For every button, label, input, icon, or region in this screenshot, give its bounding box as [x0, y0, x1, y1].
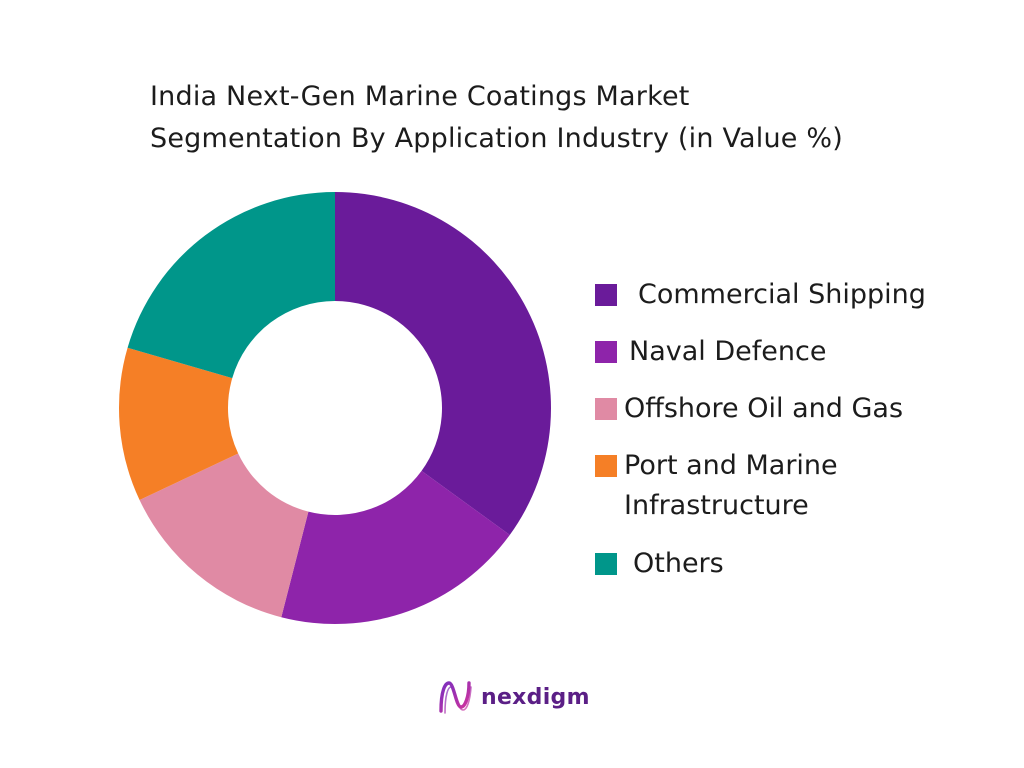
- donut-slice-others: [127, 192, 335, 379]
- donut-slice-naval-defence: [281, 470, 510, 624]
- legend-swatch-naval-defence: [595, 341, 617, 363]
- donut-slice-commercial-shipping: [335, 192, 551, 535]
- legend-item-port-and-marine-infrastructure: Port and Marine Infrastructure: [595, 446, 838, 526]
- legend-swatch-commercial-shipping: [595, 284, 617, 306]
- brand-footer: nexdigm: [437, 677, 590, 717]
- legend-swatch-port-and-marine-infrastructure: [595, 455, 617, 477]
- legend-label-others: Others: [633, 544, 724, 584]
- legend-item-offshore-oil-and-gas: Offshore Oil and Gas: [595, 389, 903, 429]
- legend-label-line: Commercial Shipping: [638, 279, 926, 310]
- legend-label-port-and-marine-infrastructure: Port and Marine Infrastructure: [624, 446, 838, 526]
- chart-title-line-2: Segmentation By Application Industry (in…: [150, 123, 843, 154]
- donut-slice-port-and-marine-infrastructure: [119, 347, 239, 500]
- legend-item-others: Others: [595, 544, 724, 584]
- legend-label-line: Infrastructure: [624, 490, 809, 521]
- donut-slices: [119, 192, 551, 624]
- legend-item-naval-defence: Naval Defence: [595, 332, 826, 372]
- legend-label-commercial-shipping: Commercial Shipping: [638, 275, 926, 315]
- chart-title: India Next-Gen Marine Coatings Market Se…: [150, 76, 950, 160]
- legend-item-commercial-shipping: Commercial Shipping: [595, 275, 926, 315]
- legend-label-line: Offshore Oil and Gas: [624, 393, 904, 424]
- legend-label-line: Others: [633, 548, 724, 579]
- legend-label-naval-defence: Naval Defence: [629, 332, 826, 372]
- legend-label-offshore-oil-and-gas: Offshore Oil and Gas: [624, 389, 903, 429]
- legend-swatch-offshore-oil-and-gas: [595, 398, 617, 420]
- chart-title-line-1: India Next-Gen Marine Coatings Market: [150, 81, 690, 112]
- brand-name: nexdigm: [481, 684, 590, 710]
- legend-label-line: Port and Marine: [624, 450, 838, 481]
- nexdigm-logo-icon: [439, 681, 472, 714]
- legend-label-line: Naval Defence: [629, 336, 827, 367]
- legend-swatch-others: [595, 553, 617, 575]
- donut-slice-offshore-oil-and-gas: [139, 453, 309, 618]
